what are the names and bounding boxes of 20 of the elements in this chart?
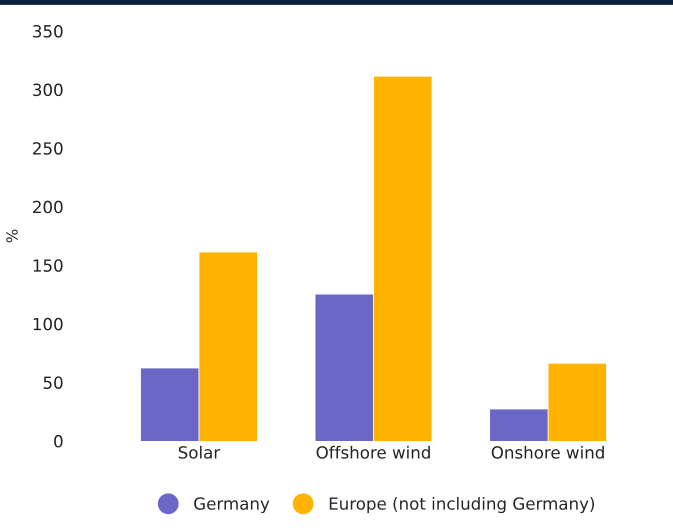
bar bbox=[199, 252, 257, 441]
y-tick-label: 200 bbox=[33, 200, 63, 214]
y-tick-label: 50 bbox=[44, 376, 63, 389]
y-tick-label: 100 bbox=[34, 318, 63, 330]
y-axis-title: % bbox=[6, 230, 18, 242]
y-tick-label: 150 bbox=[34, 259, 63, 272]
y-tick-label: 350 bbox=[33, 24, 63, 38]
bar bbox=[490, 409, 548, 441]
bar bbox=[140, 368, 199, 441]
bar bbox=[548, 364, 606, 441]
y-tick-label: 300 bbox=[33, 84, 63, 96]
y-tick-label: 0 bbox=[54, 434, 63, 448]
legend-label: Europe (not including Germany) bbox=[330, 496, 594, 514]
x-tick-label: Solar bbox=[178, 446, 220, 459]
legend-label: Germany bbox=[194, 497, 270, 514]
y-tick-label: 250 bbox=[33, 142, 63, 155]
bar bbox=[374, 76, 432, 441]
bar bbox=[315, 294, 374, 441]
x-tick-label: Onshore wind bbox=[492, 446, 604, 459]
x-tick-label: Offshore wind bbox=[316, 446, 430, 459]
